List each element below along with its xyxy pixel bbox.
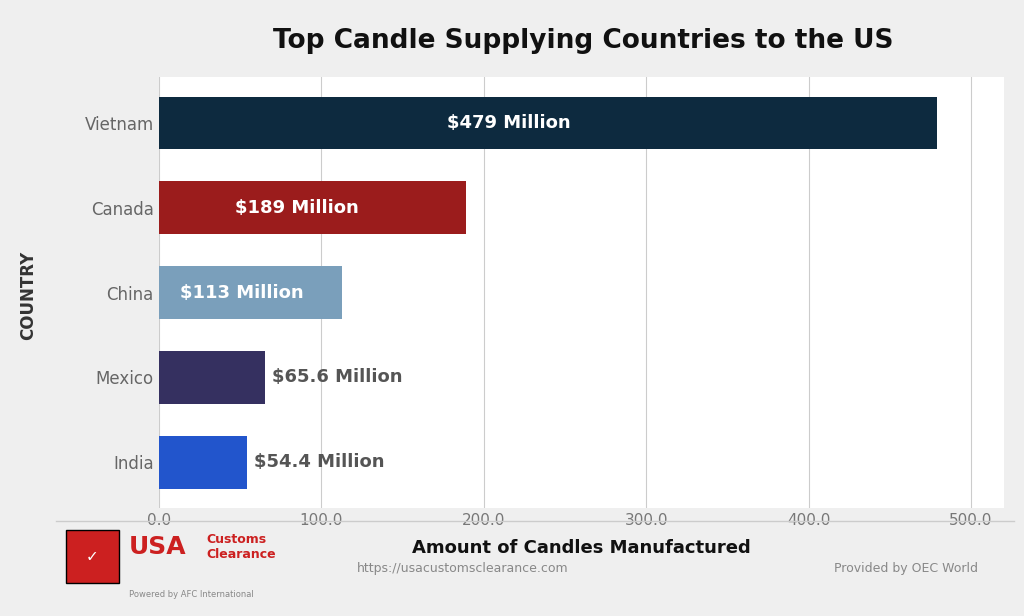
Bar [159,266,342,319]
Bar [159,351,265,403]
Text: USA: USA [129,535,186,559]
Text: ✓: ✓ [86,549,98,564]
Text: $65.6 Million: $65.6 Million [271,368,402,386]
Text: $479 Million: $479 Million [447,114,570,132]
Bar [159,97,937,149]
Text: Customs
Clearance: Customs Clearance [206,533,275,561]
Bar [159,436,247,488]
Text: $113 Million: $113 Million [179,283,303,302]
Bar [159,182,466,234]
Text: Top Candle Supplying Countries to the US: Top Candle Supplying Countries to the US [273,28,894,54]
Text: $54.4 Million: $54.4 Million [254,453,384,471]
Text: COUNTRY: COUNTRY [19,251,37,340]
Text: Provided by OEC World: Provided by OEC World [834,562,982,575]
Text: https://usacustomsclearance.com: https://usacustomsclearance.com [357,562,568,575]
Text: $189 Million: $189 Million [236,199,358,217]
Text: Powered by AFC International: Powered by AFC International [129,591,254,599]
FancyBboxPatch shape [66,530,119,583]
X-axis label: Amount of Candles Manufactured: Amount of Candles Manufactured [412,539,751,557]
